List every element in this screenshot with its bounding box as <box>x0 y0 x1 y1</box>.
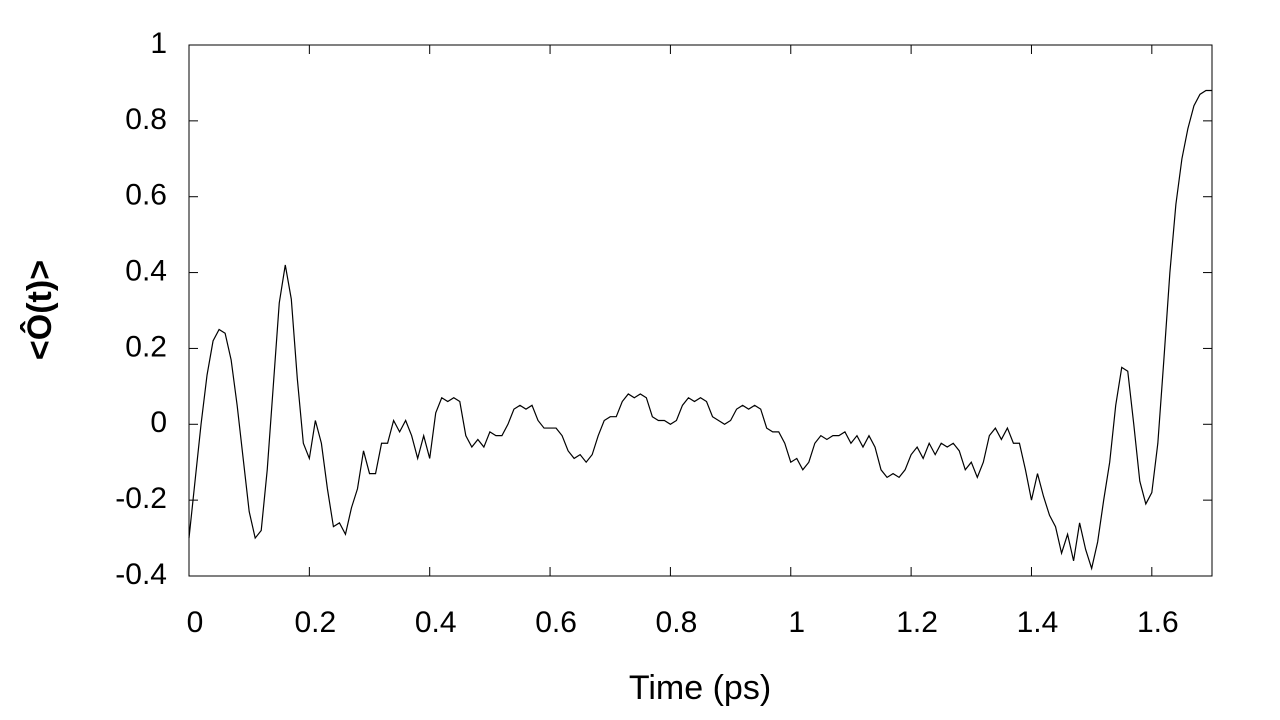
x-tick-label: 0 <box>187 606 204 639</box>
y-tick-label: -0.4 <box>115 558 167 591</box>
x-axis-label: Time (ps) <box>629 669 771 707</box>
x-tick-label: 0.4 <box>415 606 457 639</box>
y-tick-label: 0.4 <box>125 254 167 287</box>
y-axis-label: <Ô(t)> <box>20 260 59 360</box>
y-tick-label: 0.8 <box>125 103 167 136</box>
x-tick-label: 1.4 <box>1017 606 1059 639</box>
y-tick-label: 1 <box>150 27 167 60</box>
x-tick-label: 1.2 <box>896 606 938 639</box>
plot-frame <box>188 44 1213 577</box>
x-tick-label: 0.6 <box>535 606 577 639</box>
x-tick-label: 0.8 <box>656 606 698 639</box>
data-line <box>188 89 1212 571</box>
x-tick-label: 0.2 <box>294 606 336 639</box>
y-tick-label: -0.2 <box>115 482 167 515</box>
y-tick-label: 0.2 <box>125 330 167 363</box>
x-tick-label: 1 <box>788 606 805 639</box>
y-tick-label: 0 <box>150 406 167 439</box>
x-tick-label: 1.6 <box>1137 606 1179 639</box>
y-tick-label: 0.6 <box>125 179 167 212</box>
